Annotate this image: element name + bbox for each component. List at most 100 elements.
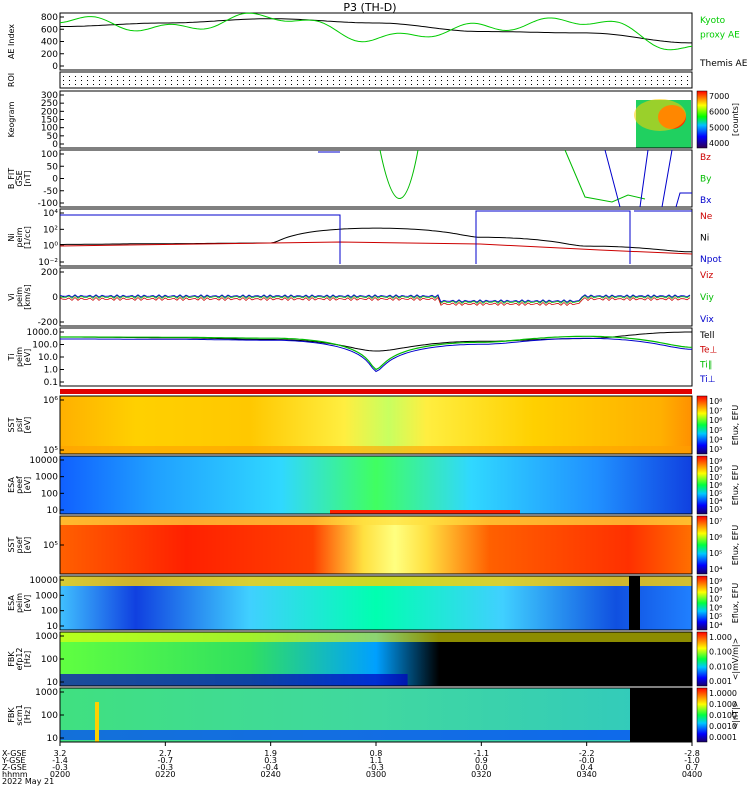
roi-dot (351, 84, 352, 85)
roi-dot (69, 76, 70, 77)
roi-dot (69, 84, 70, 85)
colorbar-tick: 10⁴ (709, 435, 722, 444)
roi-dot (585, 76, 586, 77)
colorbar (696, 515, 708, 575)
roi-dot (147, 76, 148, 77)
roi-dot (675, 76, 676, 77)
roi-dot (561, 84, 562, 85)
y-axis-label: GSE (15, 170, 24, 186)
roi-dot (351, 76, 352, 77)
roi-dot (615, 84, 616, 85)
roi-dot (357, 84, 358, 85)
y-tick-label: 1000 (35, 632, 58, 642)
roi-dot (663, 76, 664, 77)
roi-dot (339, 84, 340, 85)
panel-sst2: 10⁵ SST psef [eV] 10⁷ 10⁶ 10⁵ 10⁴ Eflux, EFU (7, 515, 740, 575)
roi-dot (549, 84, 550, 85)
roi-dot (525, 84, 526, 85)
roi-dot (243, 84, 244, 85)
roi-dot (585, 84, 586, 85)
roi-dot (681, 80, 682, 81)
x-tick-label: -0.0 (579, 756, 595, 765)
y-tick-label: 100 (41, 655, 58, 665)
roi-dot (651, 76, 652, 77)
x-tick-label: 0.9 (475, 756, 488, 765)
roi-dot (177, 80, 178, 81)
roi-dot (507, 84, 508, 85)
x-tick-label: 0240 (260, 770, 280, 779)
y-axis-label: [eV] (23, 349, 32, 366)
roi-dot (621, 84, 622, 85)
roi-dot (249, 84, 250, 85)
roi-dot (387, 84, 388, 85)
roi-dot (99, 84, 100, 85)
roi-dot (231, 76, 232, 77)
roi-dot (135, 76, 136, 77)
x-tick-label: 0.4 (580, 763, 593, 772)
roi-dot (603, 76, 604, 77)
roi-dot (141, 80, 142, 81)
roi-dot (633, 76, 634, 77)
roi-dot (339, 80, 340, 81)
roi-dot (477, 84, 478, 85)
roi-dot (423, 80, 424, 81)
colorbar-tick: 6000 (709, 108, 729, 117)
colorbar-tick: 10⁴ (709, 565, 722, 574)
ne-trace (59, 241, 693, 255)
colorbar-tick: 10⁹ (709, 457, 722, 466)
roi-dot (417, 76, 418, 77)
roi-dot (147, 84, 148, 85)
roi-dot (165, 76, 166, 77)
roi-dot (357, 76, 358, 77)
roi-dot (117, 76, 118, 77)
roi-dot (549, 80, 550, 81)
roi-dot (315, 76, 316, 77)
colorbar-tick: 10⁵ (709, 549, 722, 558)
roi-dot (423, 84, 424, 85)
colorbar-label: [counts] (731, 103, 740, 136)
colorbar-label: Eflux, EFU (731, 405, 740, 446)
roi-dot (237, 80, 238, 81)
roi-dot (243, 80, 244, 81)
roi-dot (243, 76, 244, 77)
roi-dot (555, 76, 556, 77)
roi-dot (303, 84, 304, 85)
roi-dot (369, 80, 370, 81)
fbk1-low-band (60, 674, 408, 686)
roi-dot (417, 84, 418, 85)
roi-dot (645, 84, 646, 85)
x-tick-label: -0.3 (158, 763, 174, 772)
y-axis-label: [km/s] (23, 284, 32, 310)
roi-dot (303, 76, 304, 77)
roi-dot (591, 76, 592, 77)
roi-dot (111, 80, 112, 81)
roi-dot (423, 76, 424, 77)
roi-dot (255, 76, 256, 77)
roi-dot (63, 84, 64, 85)
y-axis-label: SST (7, 537, 16, 552)
vix-trace (59, 294, 691, 303)
colorbar-tick: 10⁵ (709, 489, 722, 498)
y-tick-label: 100 (41, 711, 58, 721)
roi-dot (195, 84, 196, 85)
y-tick-label: 50 (47, 162, 59, 172)
roi-dot (141, 84, 142, 85)
roi-dot (483, 84, 484, 85)
roi-dot (213, 80, 214, 81)
roi-dot (495, 84, 496, 85)
y-tick-label: 1000 (35, 591, 58, 601)
y-axis-label: [Hz] (23, 651, 32, 667)
roi-dot (561, 80, 562, 81)
roi-dot (657, 80, 658, 81)
roi-dot (531, 76, 532, 77)
roi-dot (669, 76, 670, 77)
roi-dot (129, 80, 130, 81)
roi-dot (621, 80, 622, 81)
roi-dot (177, 76, 178, 77)
ti-par-trace (60, 335, 693, 371)
roi-dot (615, 80, 616, 81)
roi-dot (273, 80, 274, 81)
roi-dot (687, 80, 688, 81)
roi-dot (537, 84, 538, 85)
x-tick-label: 0300 (366, 770, 386, 779)
